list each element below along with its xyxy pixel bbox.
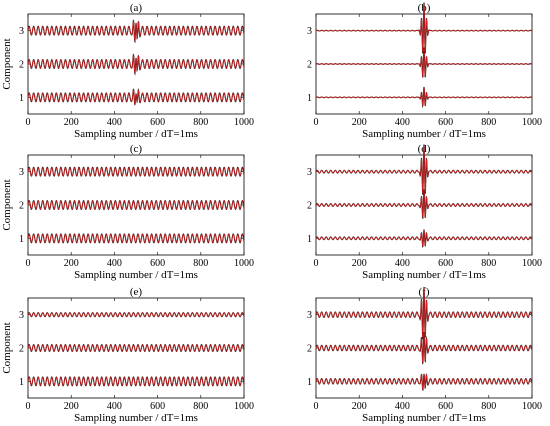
overlay-trace-component-1 [27, 376, 245, 386]
overlay-trace-component-2 [315, 190, 533, 219]
overlay-trace-component-3 [315, 4, 533, 53]
y-axis-label: Component [1, 322, 13, 373]
y-tick-label: 3 [19, 167, 24, 178]
x-tick-label: 400 [107, 401, 122, 412]
y-tick-label: 1 [307, 93, 312, 104]
y-tick-label: 1 [19, 234, 24, 245]
x-tick-label: 200 [64, 117, 79, 128]
x-tick-label: 800 [481, 258, 496, 269]
x-tick-label: 1000 [234, 401, 254, 412]
x-tick-label: 400 [395, 401, 410, 412]
panel-label: (c) [130, 143, 143, 155]
x-tick-label: 0 [314, 117, 319, 128]
overlay-trace-component-3 [315, 288, 533, 338]
x-axis-label: Sampling number / dT=1ms [74, 269, 198, 281]
y-tick-label: 1 [307, 377, 312, 388]
x-tick-label: 0 [314, 401, 319, 412]
x-tick-label: 600 [150, 258, 165, 269]
y-tick-label: 2 [307, 60, 312, 71]
x-tick-label: 0 [26, 117, 31, 128]
y-tick-label: 3 [19, 26, 24, 37]
y-tick-label: 1 [19, 93, 24, 104]
x-tick-label: 600 [438, 117, 453, 128]
x-tick-label: 400 [395, 258, 410, 269]
y-tick-label: 3 [307, 167, 312, 178]
x-tick-label: 400 [107, 117, 122, 128]
y-tick-label: 2 [19, 344, 24, 355]
y-tick-label: 2 [307, 201, 312, 212]
y-tick-label: 1 [19, 377, 24, 388]
y-tick-label: 2 [19, 201, 24, 212]
x-axis-label: Sampling number / dT=1ms [362, 412, 486, 424]
x-axis-label: Sampling number / dT=1ms [362, 269, 486, 281]
panel-e: (e) 0 200 400 600 800 1000 1 2 3 Sampling number /… [1, 286, 254, 424]
x-tick-label: 1000 [522, 258, 542, 269]
x-axis-label: Sampling number / dT=1ms [74, 412, 198, 424]
overlay-trace-component-3 [27, 20, 245, 43]
x-tick-label: 800 [193, 117, 208, 128]
x-tick-label: 400 [395, 117, 410, 128]
panel-label: (e) [130, 286, 143, 298]
x-tick-label: 1000 [234, 258, 254, 269]
x-tick-label: 200 [352, 258, 367, 269]
x-tick-label: 400 [107, 258, 122, 269]
overlay-trace-component-3 [315, 145, 533, 194]
x-tick-label: 1000 [522, 117, 542, 128]
x-tick-label: 600 [150, 401, 165, 412]
x-tick-label: 0 [314, 258, 319, 269]
x-tick-label: 800 [193, 258, 208, 269]
panel-a: (a) 0 200 400 600 800 1000 1 2 3 Sampling number /… [1, 2, 254, 140]
y-axis-label: Component [1, 179, 13, 230]
panel-c: (c) 0 200 400 600 800 1000 1 2 3 Sampling number /… [1, 143, 254, 281]
x-tick-label: 200 [64, 401, 79, 412]
y-tick-label: 3 [307, 310, 312, 321]
overlay-trace-component-1 [27, 89, 245, 106]
y-tick-label: 2 [307, 344, 312, 355]
x-tick-label: 600 [150, 117, 165, 128]
x-tick-label: 0 [26, 258, 31, 269]
x-tick-label: 600 [438, 258, 453, 269]
x-tick-label: 200 [352, 401, 367, 412]
x-tick-label: 800 [481, 117, 496, 128]
x-axis-label: Sampling number / dT=1ms [74, 128, 198, 140]
overlay-trace-component-1 [315, 87, 533, 107]
overlay-trace-component-2 [315, 48, 533, 77]
overlay-trace-component-1 [315, 374, 533, 391]
x-axis-label: Sampling number / dT=1ms [362, 128, 486, 140]
x-tick-label: 600 [438, 401, 453, 412]
y-tick-label: 3 [19, 310, 24, 321]
x-tick-label: 200 [64, 258, 79, 269]
x-tick-label: 1000 [522, 401, 542, 412]
x-tick-label: 1000 [234, 117, 254, 128]
x-tick-label: 200 [352, 117, 367, 128]
overlay-trace-component-1 [27, 233, 245, 243]
overlay-trace-component-2 [27, 344, 245, 352]
overlay-trace-component-3 [27, 167, 245, 177]
overlay-trace-component-1 [315, 229, 533, 247]
x-tick-label: 800 [481, 401, 496, 412]
y-axis-label: Component [1, 38, 13, 89]
overlay-trace-component-2 [27, 54, 245, 75]
overlay-trace-component-3 [27, 312, 245, 317]
overlay-trace-component-2 [315, 332, 533, 364]
x-tick-label: 800 [193, 401, 208, 412]
overlay-trace-component-2 [27, 200, 245, 210]
y-tick-label: 1 [307, 234, 312, 245]
panel-label: (a) [130, 2, 143, 14]
x-tick-label: 0 [26, 401, 31, 412]
y-tick-label: 3 [307, 26, 312, 37]
y-tick-label: 2 [19, 60, 24, 71]
